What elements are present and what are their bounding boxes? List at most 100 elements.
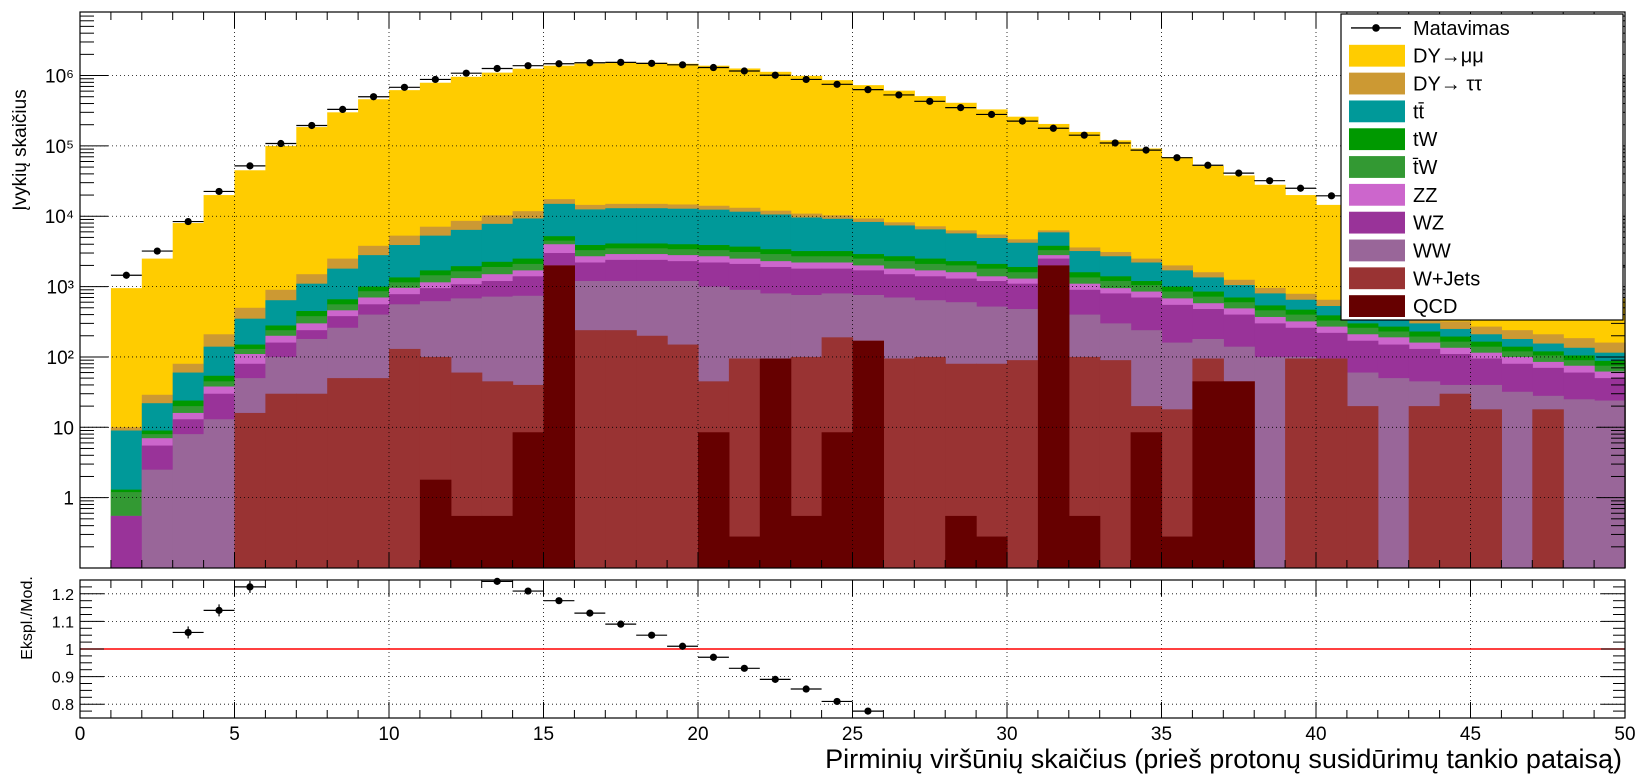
data-point [400,83,409,91]
data-point [153,247,161,255]
bar [728,358,761,568]
data-point [246,162,254,170]
bar [389,348,421,568]
bar [790,515,823,568]
x-tick-label: 5 [229,724,240,745]
data-point [215,187,223,196]
legend-label: WW [1413,240,1451,262]
data-point [1266,177,1274,185]
bar [574,330,606,568]
bar [1254,356,1286,568]
data-point [431,75,439,84]
bar [698,432,730,568]
bar [1007,360,1039,568]
x-tick-label: 40 [1305,724,1326,745]
data-point [1018,117,1027,125]
bar [1037,265,1070,568]
bar [1563,399,1595,568]
legend-label: W+Jets [1413,268,1480,290]
bar [667,344,699,568]
bar [1192,381,1224,568]
ratio-points [172,577,884,715]
legend: Matavimas DY→μμ DY→ ττ tt̄ tW t̄W ZZ WZ WW W+Jets… [1340,13,1624,321]
data-point [1204,161,1212,169]
ratio-point [184,628,192,637]
ratio-point [215,606,223,614]
legend-swatch [1349,72,1405,95]
bar [1316,358,1348,568]
data-point [926,97,934,105]
ratio-point [771,675,779,683]
bar [821,432,854,568]
legend-marker-point [1372,24,1380,32]
bar [203,419,236,568]
bar [110,515,143,568]
data-point [462,69,470,77]
legend-swatch [1349,183,1405,206]
bar [1408,406,1441,568]
data-point [586,59,594,67]
bar [1099,360,1132,568]
stack-bars [110,62,1626,569]
legend-swatch [1349,239,1405,262]
data-point [833,80,841,88]
bar [141,469,174,568]
data-point [617,58,625,66]
legend-swatch [1349,156,1405,178]
data-point [987,110,996,119]
x-tick-label: 10 [378,724,399,745]
data-point [1327,192,1336,200]
bar [358,378,390,568]
x-tick-label: 15 [533,724,554,745]
bar [976,536,1008,568]
bar [1346,406,1379,568]
bar [1130,432,1163,568]
bar [728,536,761,568]
legend-swatch [1349,44,1405,67]
ratio-point [864,707,872,715]
bar [852,340,884,568]
data-point [771,71,779,79]
bar [1285,358,1317,568]
legend-label: DY→μμ [1413,46,1484,68]
ratio-tick-label: 1 [65,642,74,659]
data-point [1235,169,1243,177]
ratio-y-axis-label: Ekspl./Mod. [19,576,36,660]
bar [1223,381,1255,568]
bar [883,358,915,568]
bar [605,330,637,568]
legend-label: WZ [1413,213,1444,235]
ratio-point [648,631,656,639]
bar [759,358,792,568]
ratio-point [802,685,810,693]
legend-swatch [1349,295,1405,317]
data-point [895,91,903,99]
ratio-point [246,583,254,591]
stack-QCD [419,265,1255,568]
main-plot: 1 10 10² 10³ 10⁴ 10⁵ 10⁶ [45,11,1626,569]
bar [327,378,359,568]
data-point [1173,154,1181,162]
bar [1068,515,1101,568]
x-tick-label: 0 [75,724,86,745]
legend-label: QCD [1413,296,1457,318]
data-point [1080,131,1088,139]
bar [636,335,668,568]
data-point [1142,146,1150,154]
bar [945,515,977,568]
data-point [369,93,378,101]
x-tick-label: 30 [996,724,1017,745]
data-point [678,61,687,69]
data-point [709,63,718,72]
data-point [339,105,347,114]
ratio-point [586,609,594,617]
bar [1161,536,1193,568]
bar [1470,409,1502,568]
bar [265,393,297,568]
x-ticks [79,12,1626,568]
bar [1594,400,1626,568]
y-tick-label: 10⁶ [45,67,74,88]
data-point [277,139,285,148]
bar [481,515,514,568]
bar [512,432,545,568]
